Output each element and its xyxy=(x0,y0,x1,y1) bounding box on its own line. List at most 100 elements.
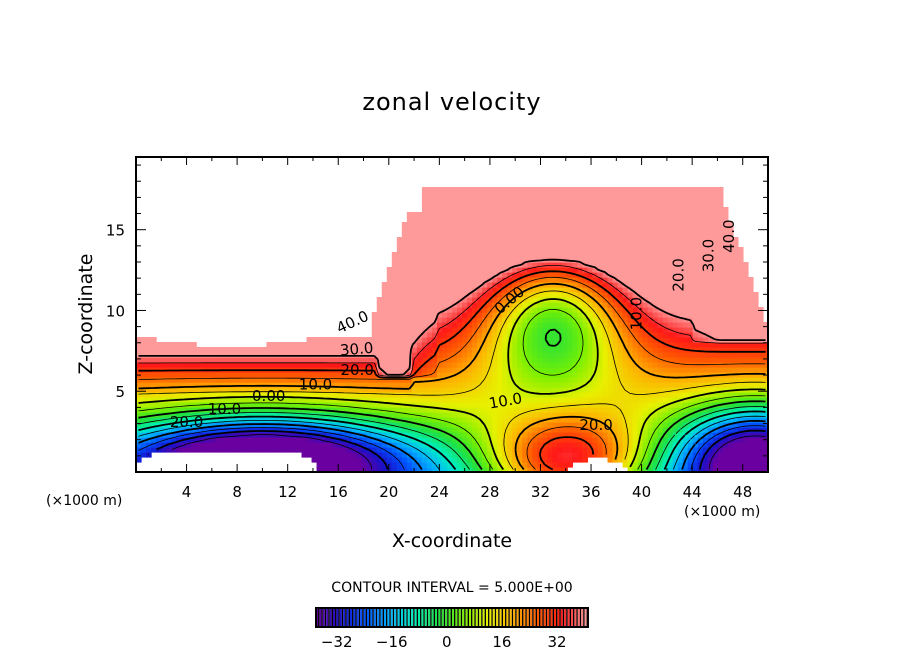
field-cell xyxy=(336,352,343,358)
field-cell xyxy=(336,412,343,418)
field-cell xyxy=(647,242,654,248)
field-cell xyxy=(241,442,247,448)
field-cell xyxy=(587,297,594,303)
field-cell xyxy=(642,277,649,283)
field-cell xyxy=(682,382,689,388)
field-cell xyxy=(572,287,578,293)
field-cell xyxy=(502,272,508,278)
field-cell xyxy=(487,352,493,358)
field-cell xyxy=(482,272,488,278)
field-cell xyxy=(452,252,458,258)
field-cell xyxy=(391,392,398,398)
field-cell xyxy=(697,227,704,233)
field-cell xyxy=(572,282,578,288)
field-cell xyxy=(762,367,768,373)
field-cell xyxy=(637,377,644,383)
field-cell xyxy=(497,382,503,388)
field-cell xyxy=(436,267,443,273)
field-cell xyxy=(507,342,513,348)
field-cell xyxy=(181,447,187,453)
field-cell xyxy=(597,222,604,228)
field-cell xyxy=(371,327,378,333)
field-cell xyxy=(166,377,172,383)
field-cell xyxy=(156,442,162,448)
field-cell xyxy=(697,387,704,393)
field-cell xyxy=(612,287,619,293)
field-cell xyxy=(361,347,368,353)
field-cell xyxy=(261,417,268,423)
field-cell xyxy=(436,337,443,343)
field-cell xyxy=(226,372,232,378)
field-cell xyxy=(757,392,764,398)
field-cell xyxy=(411,222,418,228)
field-cell xyxy=(151,362,157,368)
field-cell xyxy=(482,417,488,423)
field-cell xyxy=(477,287,483,293)
field-cell xyxy=(572,422,578,428)
field-cell xyxy=(627,442,634,448)
field-cell xyxy=(697,397,704,403)
field-cell xyxy=(426,447,433,453)
field-cell xyxy=(396,282,403,288)
field-cell xyxy=(747,447,754,453)
field-cell xyxy=(441,432,448,438)
field-cell xyxy=(567,252,573,258)
field-cell xyxy=(622,427,629,433)
field-cell xyxy=(552,332,558,338)
field-cell xyxy=(482,277,488,283)
field-cell xyxy=(296,387,303,393)
field-cell xyxy=(467,227,473,233)
field-cell xyxy=(161,407,167,413)
field-cell xyxy=(396,312,403,318)
field-cell xyxy=(376,297,383,303)
field-cell xyxy=(557,357,563,363)
field-cell xyxy=(266,397,273,403)
field-cell xyxy=(597,327,604,333)
field-cell xyxy=(677,217,684,223)
field-cell xyxy=(201,352,207,358)
field-cell xyxy=(497,427,503,433)
field-cell xyxy=(306,382,313,388)
field-cell xyxy=(597,362,604,368)
field-cell xyxy=(587,342,594,348)
field-cell xyxy=(632,242,639,248)
field-cell xyxy=(151,417,157,423)
field-cell xyxy=(411,232,418,238)
field-cell xyxy=(762,407,768,413)
field-cell xyxy=(542,307,548,313)
field-cell xyxy=(211,377,217,383)
field-cell xyxy=(692,247,699,253)
field-cell xyxy=(261,447,268,453)
field-cell xyxy=(512,457,518,463)
field-cell xyxy=(221,442,227,448)
field-cell xyxy=(712,237,719,243)
field-cell xyxy=(622,407,629,413)
field-cell xyxy=(617,217,624,223)
field-cell xyxy=(401,367,408,373)
field-cell xyxy=(707,457,714,463)
field-cell xyxy=(396,332,403,338)
field-cell xyxy=(572,417,578,423)
field-cell xyxy=(401,307,408,313)
field-cell xyxy=(446,332,453,338)
field-cell xyxy=(622,402,629,408)
field-cell xyxy=(537,327,543,333)
field-cell xyxy=(552,347,558,353)
field-cell xyxy=(446,342,453,348)
field-cell xyxy=(632,382,639,388)
field-cell xyxy=(597,437,604,443)
field-cell xyxy=(411,317,418,323)
field-cell xyxy=(452,432,458,438)
field-cell xyxy=(361,427,368,433)
field-cell xyxy=(652,257,659,263)
field-cell xyxy=(562,327,568,333)
field-cell xyxy=(672,222,679,228)
field-cell xyxy=(757,382,764,388)
field-cell xyxy=(552,412,558,418)
field-cell xyxy=(477,427,483,433)
field-cell xyxy=(602,302,609,308)
field-cell xyxy=(497,442,503,448)
field-cell xyxy=(161,342,167,348)
field-cell xyxy=(186,357,192,363)
field-cell xyxy=(411,367,418,373)
